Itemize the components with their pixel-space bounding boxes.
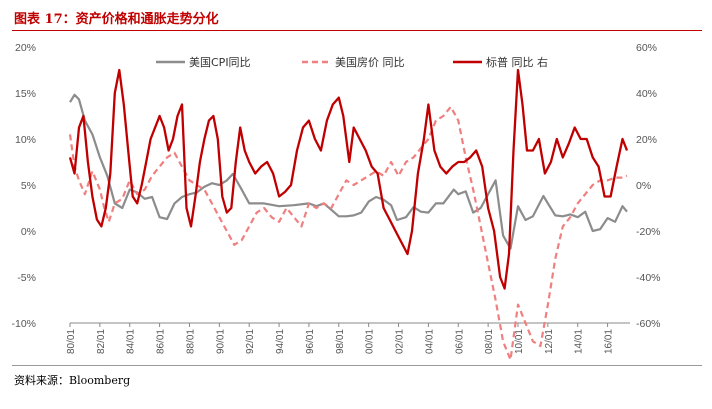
x-tick-label: 82/01 — [96, 329, 107, 354]
x-tick-label: 06/01 — [454, 329, 465, 354]
y-right-tick-label: 0% — [636, 180, 651, 192]
x-tick-label: 84/01 — [126, 329, 137, 354]
series-line-sp — [68, 68, 629, 290]
chart-title: 图表 17：资产价格和通胀走势分化 — [14, 12, 219, 27]
series-line-cpi — [69, 93, 628, 250]
source-note: 资料来源：Bloomberg — [14, 374, 131, 387]
legend-label-house: 美国房价 同比 — [335, 56, 405, 69]
x-tick-label: 04/01 — [424, 329, 435, 354]
x-tick-label: 88/01 — [185, 329, 196, 354]
chart-legend: 美国CPI同比 美国房价 同比 标普 同比 右 — [156, 55, 548, 69]
x-tick-label: 98/01 — [335, 329, 346, 354]
chart-axes: 20% 15% 10% 5% 0% -5% -10% 60% 40% 20% 0% -20% -40% -… — [11, 42, 660, 354]
source-divider — [12, 365, 702, 366]
x-tick-label: 00/01 — [365, 329, 376, 354]
y-left-tick-label: 10% — [15, 134, 36, 146]
legend-label-sp: 标普 同比 右 — [486, 55, 548, 69]
x-tick-label: 86/01 — [156, 329, 167, 354]
x-tick-label: 94/01 — [275, 329, 286, 354]
y-left-tick-label: -10% — [11, 318, 36, 330]
x-tick-label: 12/01 — [544, 329, 555, 354]
title-divider — [12, 30, 702, 31]
y-right-tick-label: -40% — [636, 272, 661, 284]
y-left-tick-label: 5% — [21, 180, 36, 192]
x-tick-label: 96/01 — [305, 329, 316, 354]
x-tick-label: 10/01 — [514, 329, 525, 354]
x-tick-label: 08/01 — [484, 329, 495, 354]
y-left-tick-label: 15% — [15, 88, 36, 100]
x-tick-label: 92/01 — [245, 329, 256, 354]
y-right-tick-label: 20% — [636, 134, 657, 146]
x-tick-label: 16/01 — [604, 329, 615, 354]
series-line-house — [68, 105, 628, 361]
y-left-tick-label: -5% — [17, 272, 36, 284]
y-left-tick-label: 0% — [21, 226, 36, 238]
x-tick-label: 80/01 — [66, 329, 77, 354]
chart-plot-area — [68, 68, 629, 361]
x-tick-label: 14/01 — [574, 329, 585, 354]
x-tick-label: 90/01 — [215, 329, 226, 354]
y-right-tick-label: 40% — [636, 88, 657, 100]
y-right-tick-label: -20% — [636, 226, 661, 238]
x-tick-label: 02/01 — [395, 329, 406, 354]
y-right-tick-label: -60% — [636, 318, 661, 330]
y-left-tick-label: 20% — [15, 42, 36, 54]
y-right-tick-label: 60% — [636, 42, 657, 54]
legend-label-cpi: 美国CPI同比 — [189, 56, 251, 69]
